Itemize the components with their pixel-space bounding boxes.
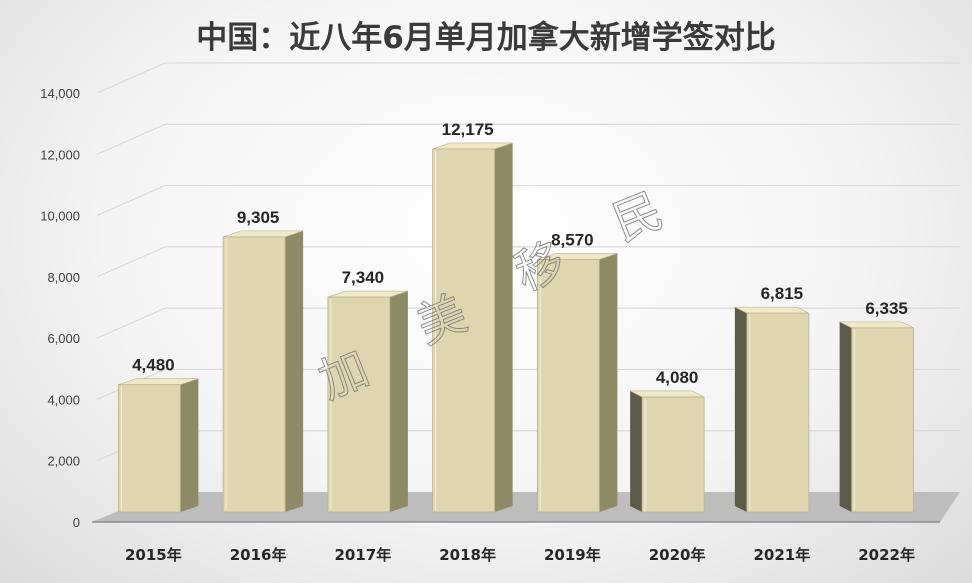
data-label: 12,175 xyxy=(442,120,494,139)
bar-side xyxy=(839,321,852,512)
bar-top xyxy=(734,306,810,314)
gridline-diagonal xyxy=(96,123,166,155)
bar-side xyxy=(734,307,747,512)
gridline-diagonal xyxy=(96,62,166,94)
x-tick-label: 2021年 xyxy=(754,546,811,564)
bar-side xyxy=(180,378,199,512)
data-label: 6,815 xyxy=(761,284,804,303)
gridline-diagonal xyxy=(96,185,166,217)
x-tick-label: 2022年 xyxy=(858,546,915,564)
bar-front xyxy=(222,236,286,513)
x-tick-label: 2017年 xyxy=(335,546,392,564)
bar-front xyxy=(327,296,391,513)
y-tick-label: 8,000 xyxy=(47,270,80,285)
y-tick-label: 10,000 xyxy=(40,209,80,224)
bar-front xyxy=(117,384,181,513)
bar-front xyxy=(432,148,496,513)
bar-front xyxy=(851,327,915,513)
chart-title: 中国：近八年6月单月加拿大新增学签对比 xyxy=(196,20,776,56)
data-label: 4,480 xyxy=(132,356,175,375)
y-tick-label: 6,000 xyxy=(47,331,80,346)
y-tick-label: 12,000 xyxy=(40,147,80,162)
bar-front xyxy=(641,396,705,513)
bar-side xyxy=(630,390,643,512)
data-label: 8,570 xyxy=(551,230,594,249)
bar-front xyxy=(536,258,600,513)
data-label: 9,305 xyxy=(237,208,280,227)
bar xyxy=(432,142,513,513)
bar xyxy=(629,390,705,513)
x-tick-label: 2016年 xyxy=(230,546,287,564)
bar-front xyxy=(746,312,810,513)
bar-top xyxy=(629,390,705,398)
watermark-char: 民 xyxy=(605,182,670,252)
chart-floor xyxy=(92,492,960,522)
x-tick-label: 2019年 xyxy=(544,546,601,564)
bar-top xyxy=(839,321,914,329)
y-tick-label: 14,000 xyxy=(40,86,80,101)
data-label: 7,340 xyxy=(342,268,385,287)
bar xyxy=(222,230,304,513)
bar xyxy=(734,306,810,513)
bar-side xyxy=(389,291,408,512)
data-label: 6,335 xyxy=(865,299,908,318)
bar-side xyxy=(285,230,304,512)
x-tick-label: 2020年 xyxy=(649,546,706,564)
y-tick-label: 2,000 xyxy=(47,454,80,469)
gridline-diagonal xyxy=(96,246,166,278)
gridline-diagonal xyxy=(96,307,166,339)
bar-side xyxy=(599,253,618,512)
bar xyxy=(327,290,408,513)
y-tick-label: 0 xyxy=(73,515,80,530)
x-tick-label: 2018年 xyxy=(439,546,496,564)
bar-side xyxy=(494,142,513,512)
bar xyxy=(536,253,618,513)
y-tick-label: 4,000 xyxy=(47,392,80,407)
x-tick-label: 2015年 xyxy=(125,546,182,564)
bar xyxy=(117,378,199,513)
data-label: 4,080 xyxy=(656,368,699,387)
bar xyxy=(839,321,915,513)
